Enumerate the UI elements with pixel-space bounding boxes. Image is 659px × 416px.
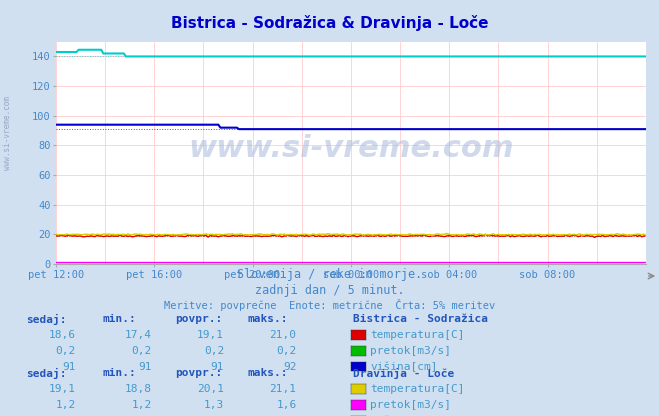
Text: pretok[m3/s]: pretok[m3/s] [370,400,451,410]
Text: 18,6: 18,6 [49,330,76,340]
Text: pretok[m3/s]: pretok[m3/s] [370,346,451,356]
Text: sedaj:: sedaj: [26,314,67,325]
Text: Bistrica - Sodražica & Dravinja - Loče: Bistrica - Sodražica & Dravinja - Loče [171,15,488,30]
Text: 91: 91 [63,362,76,371]
Text: zadnji dan / 5 minut.: zadnji dan / 5 minut. [254,284,405,297]
Text: povpr.:: povpr.: [175,314,222,324]
Text: 0,2: 0,2 [204,346,224,356]
Text: Dravinja - Loče: Dravinja - Loče [353,368,454,379]
Text: višina[cm]: višina[cm] [370,362,438,372]
Text: 21,0: 21,0 [270,330,297,340]
Text: 18,8: 18,8 [125,384,152,394]
Text: povpr.:: povpr.: [175,368,222,378]
Text: 1,2: 1,2 [55,400,76,410]
Text: 20,1: 20,1 [197,384,224,394]
Text: 92: 92 [283,362,297,371]
Text: Bistrica - Sodražica: Bistrica - Sodražica [353,314,488,324]
Text: maks.:: maks.: [247,368,287,378]
Text: Meritve: povprečne  Enote: metrične  Črta: 5% meritev: Meritve: povprečne Enote: metrične Črta:… [164,299,495,311]
Text: Slovenija / reke in morje.: Slovenija / reke in morje. [237,268,422,281]
Text: 91: 91 [211,362,224,371]
Text: 1,2: 1,2 [131,400,152,410]
Text: sedaj:: sedaj: [26,368,67,379]
Text: 17,4: 17,4 [125,330,152,340]
Text: www.si-vreme.com: www.si-vreme.com [188,134,514,163]
Text: 21,1: 21,1 [270,384,297,394]
Text: www.si-vreme.com: www.si-vreme.com [3,96,13,170]
Text: 0,2: 0,2 [55,346,76,356]
Text: temperatura[C]: temperatura[C] [370,384,465,394]
Text: maks.:: maks.: [247,314,287,324]
Text: 0,2: 0,2 [276,346,297,356]
Text: min.:: min.: [102,314,136,324]
Text: 0,2: 0,2 [131,346,152,356]
Text: temperatura[C]: temperatura[C] [370,330,465,340]
Text: 19,1: 19,1 [49,384,76,394]
Text: 19,1: 19,1 [197,330,224,340]
Text: min.:: min.: [102,368,136,378]
Text: 91: 91 [138,362,152,371]
Text: 1,6: 1,6 [276,400,297,410]
Text: 1,3: 1,3 [204,400,224,410]
